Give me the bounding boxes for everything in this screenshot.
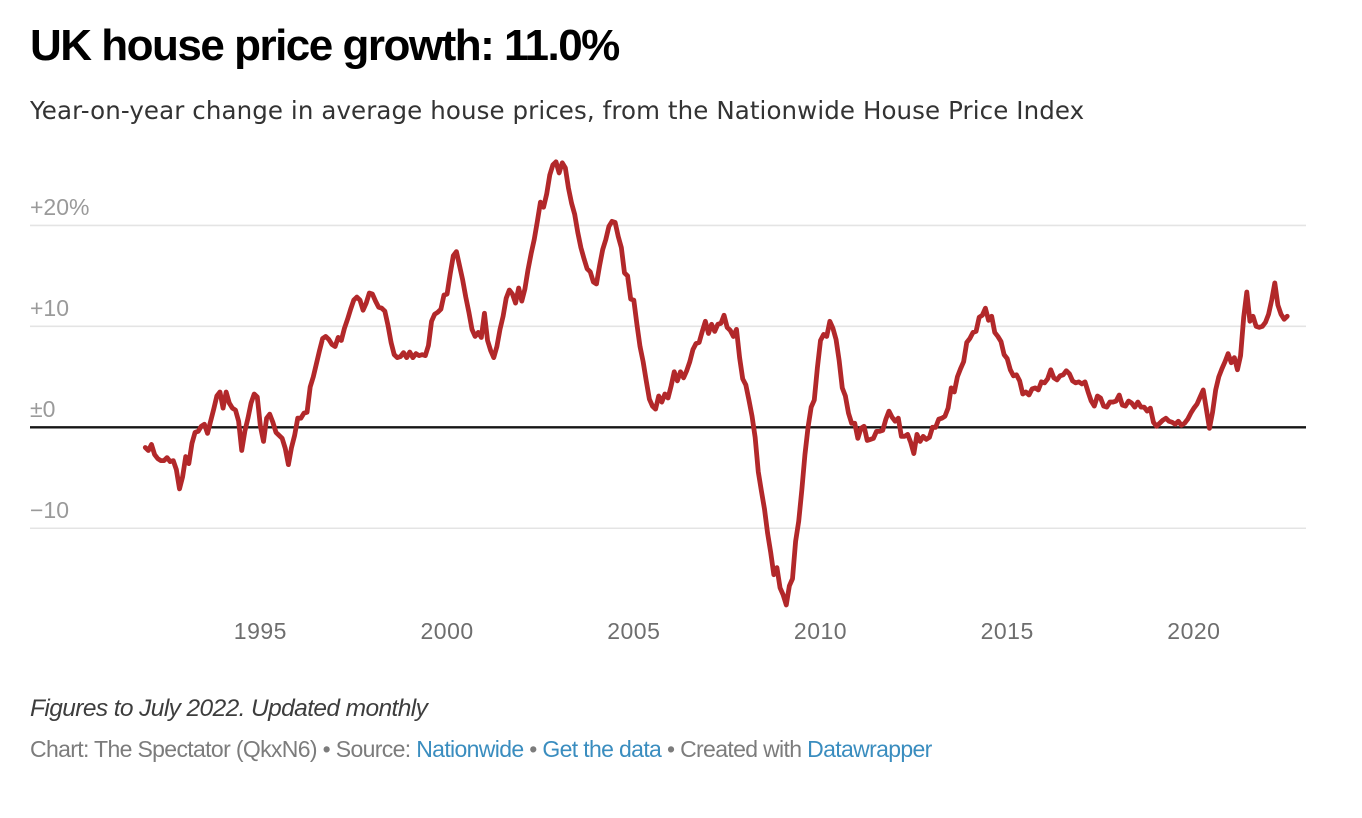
byline-credit-text: Chart: The Spectator (QkxN6) • Source: <box>30 736 417 762</box>
chart-notes: Figures to July 2022. Updated monthly <box>30 695 428 722</box>
gridlines <box>30 224 1306 530</box>
x-axis-label-2010: 2010 <box>793 617 848 644</box>
source-link[interactable]: Nationwide <box>416 736 524 762</box>
y-axis-label-neg10: −10 <box>30 497 70 524</box>
byline-separator-2: • Created with <box>661 736 808 762</box>
get-the-data-link[interactable]: Get the data <box>542 736 662 762</box>
chart-byline: Chart: The Spectator (QkxN6) • Source: N… <box>30 737 932 761</box>
x-axis-label-2015: 2015 <box>980 617 1034 644</box>
y-axis-label-0: ±0 <box>30 396 56 423</box>
datawrapper-link[interactable]: Datawrapper <box>807 736 932 762</box>
chart-subtitle: Year-on-year change in average house pri… <box>30 96 1085 125</box>
byline-separator-1: • <box>523 736 543 762</box>
x-axis-label-2000: 2000 <box>420 617 474 644</box>
x-axis-label-2005: 2005 <box>607 617 661 644</box>
y-axis-label-10: +10 <box>30 295 70 322</box>
x-axis-label-1995: 1995 <box>233 617 287 644</box>
house-price-growth-line <box>142 159 1290 608</box>
x-axis-label-2020: 2020 <box>1167 617 1221 644</box>
y-axis-label-20: +20% <box>30 194 90 221</box>
chart-title: UK house price growth: 11.0% <box>30 21 620 70</box>
